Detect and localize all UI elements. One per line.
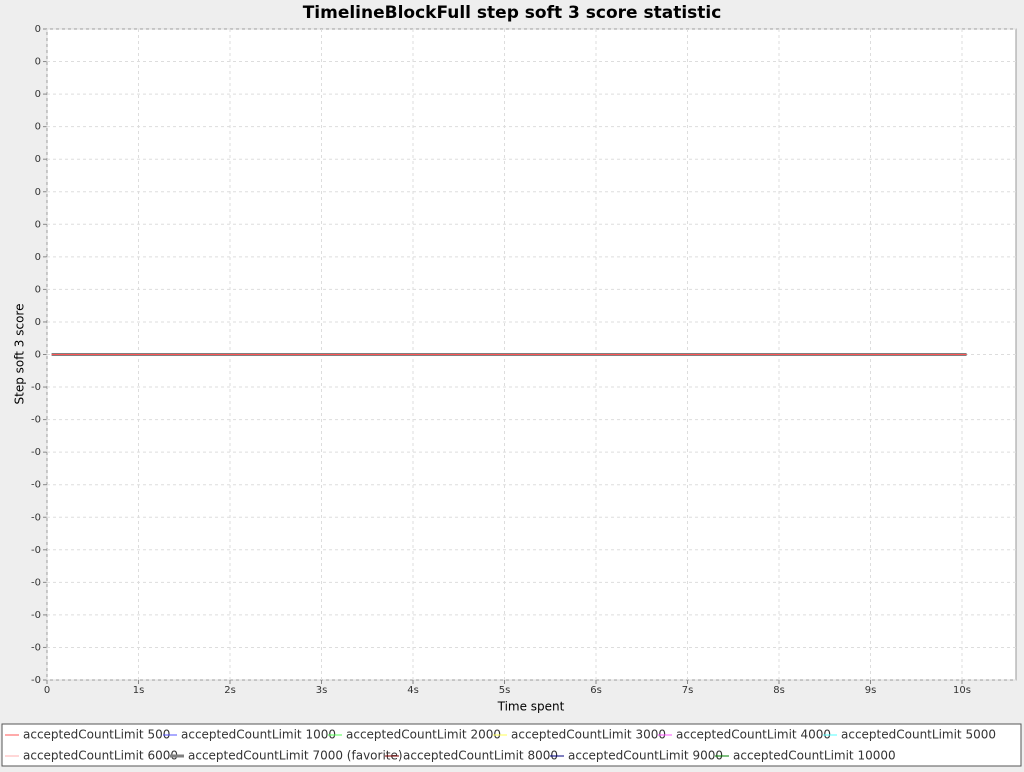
x-tick-label: 5s	[499, 685, 511, 696]
y-tick-label: 0	[35, 187, 41, 198]
legend-label: acceptedCountLimit 10000	[733, 749, 896, 763]
legend-label: acceptedCountLimit 9000	[568, 749, 723, 763]
x-tick-label: 4s	[407, 685, 419, 696]
x-axis-label: Time spent	[497, 700, 565, 714]
y-tick-label: -0	[31, 610, 41, 621]
y-tick-label: 0	[35, 57, 41, 68]
x-tick-label: 1s	[133, 685, 145, 696]
x-tick-label: 6s	[590, 685, 602, 696]
y-tick-label: -0	[31, 577, 41, 588]
x-tick-label: 7s	[682, 685, 694, 696]
x-tick-label: 3s	[316, 685, 328, 696]
x-tick-label: 0	[44, 685, 50, 696]
legend-label: acceptedCountLimit 8000	[403, 749, 558, 763]
legend-label: acceptedCountLimit 7000 (favorite)	[188, 749, 403, 763]
chart-title: TimelineBlockFull step soft 3 score stat…	[303, 3, 722, 23]
legend-box	[1, 723, 1022, 767]
y-tick-label: -0	[31, 415, 41, 426]
x-tick-label: 2s	[224, 685, 236, 696]
x-tick-label: 9s	[865, 685, 877, 696]
legend-label: acceptedCountLimit 500	[23, 728, 170, 742]
y-tick-label: -0	[31, 480, 41, 491]
y-tick-label: 0	[35, 252, 41, 263]
x-tick-label: 10s	[953, 685, 971, 696]
y-tick-label: 0	[35, 24, 41, 35]
y-tick-label: 0	[35, 350, 41, 361]
legend-label: acceptedCountLimit 2000	[346, 728, 501, 742]
y-tick-label: -0	[31, 512, 41, 523]
x-tick-label: 8s	[773, 685, 785, 696]
y-tick-label: -0	[31, 642, 41, 653]
y-tick-label: 0	[35, 284, 41, 295]
y-tick-label: 0	[35, 317, 41, 328]
legend-label: acceptedCountLimit 6000	[23, 749, 178, 763]
y-tick-label: -0	[31, 675, 41, 686]
legend-label: acceptedCountLimit 1000	[181, 728, 336, 742]
y-tick-label: 0	[35, 154, 41, 165]
y-tick-label: -0	[31, 447, 41, 458]
y-tick-label: 0	[35, 122, 41, 133]
y-tick-label: 0	[35, 219, 41, 230]
y-tick-label: 0	[35, 89, 41, 100]
legend-label: acceptedCountLimit 4000	[676, 728, 831, 742]
y-axis-label: Step soft 3 score	[13, 304, 27, 405]
legend-label: acceptedCountLimit 5000	[841, 728, 996, 742]
legend-label: acceptedCountLimit 3000	[511, 728, 666, 742]
y-tick-label: -0	[31, 382, 41, 393]
y-tick-label: -0	[31, 545, 41, 556]
